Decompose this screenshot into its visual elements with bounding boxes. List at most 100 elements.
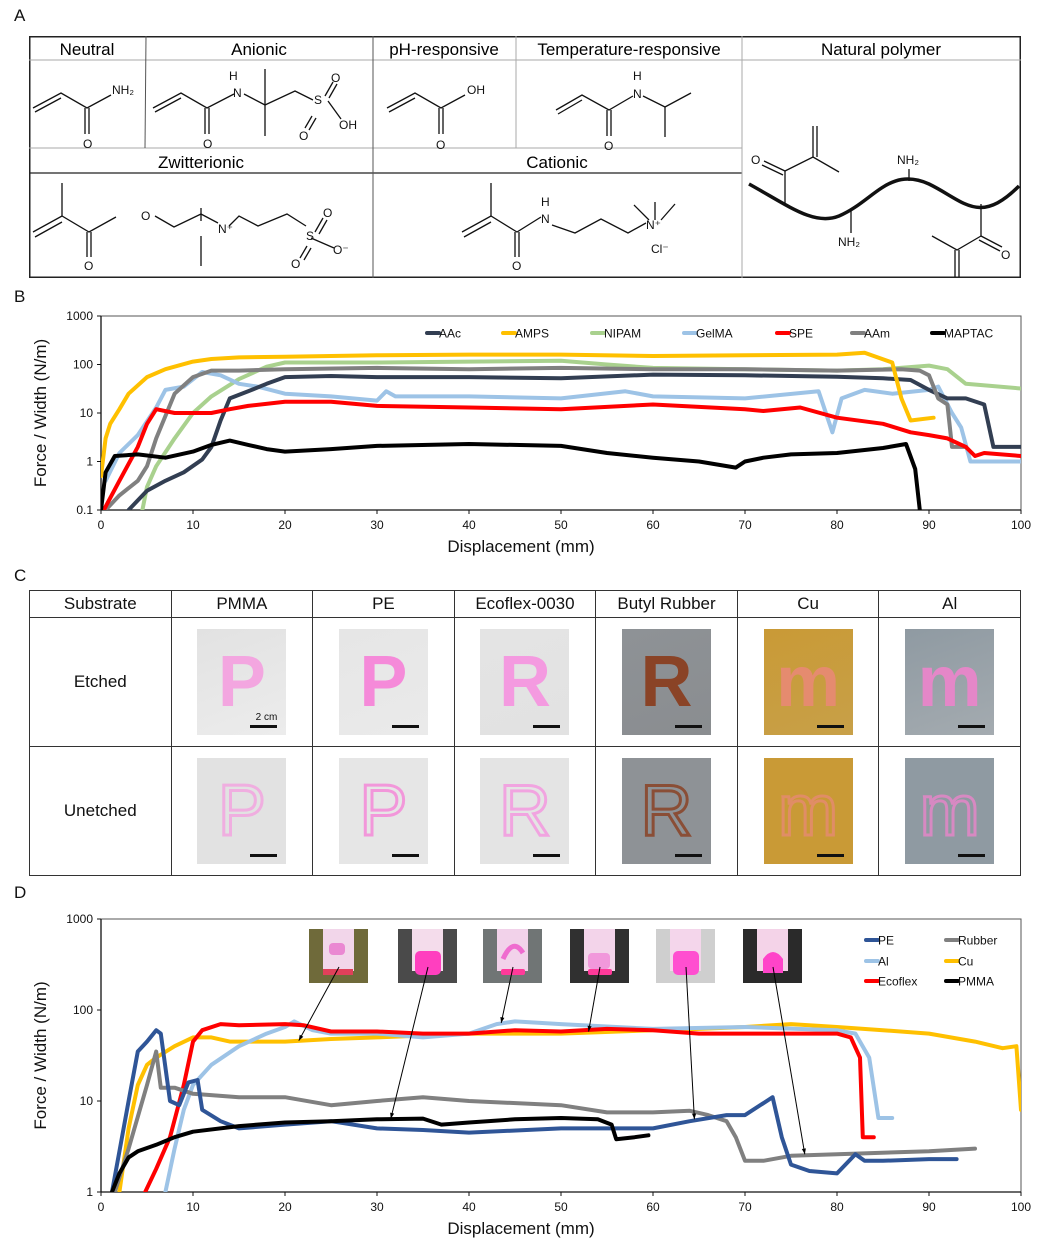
gel-droplet-pattern: m bbox=[918, 771, 981, 851]
inset-photo-2 bbox=[398, 929, 457, 983]
inset-photo-4 bbox=[570, 929, 629, 983]
x-tick-label: 60 bbox=[646, 518, 660, 532]
scale-bar bbox=[675, 725, 703, 728]
atom-label: N⁺ bbox=[646, 218, 661, 232]
atom-label: NH₂ bbox=[112, 83, 134, 97]
scale-bar-label: 2 cm bbox=[255, 712, 278, 723]
x-tick-label: 10 bbox=[186, 1200, 200, 1214]
x-tick-label: 100 bbox=[1011, 1200, 1031, 1214]
header-anionic: Anionic bbox=[231, 40, 287, 59]
series-line-spe bbox=[101, 399, 1021, 510]
inset-arrow bbox=[588, 966, 601, 1032]
x-tick-label: 80 bbox=[830, 518, 844, 532]
x-tick-label: 90 bbox=[922, 1200, 936, 1214]
inset-photo-3 bbox=[483, 929, 542, 983]
header-pmma: PMMA bbox=[170, 590, 314, 618]
atom-label: N bbox=[633, 87, 642, 101]
inset-arrow bbox=[685, 966, 695, 1120]
header-neutral: Neutral bbox=[60, 40, 115, 59]
atom-label: O bbox=[323, 206, 332, 220]
etched-photo-ecoflex-0030: R bbox=[480, 629, 570, 735]
inset-photo-1 bbox=[309, 929, 368, 983]
legend-label-ecoflex: Ecoflex bbox=[878, 975, 917, 989]
header-cu: Cu bbox=[736, 590, 880, 618]
photo-cell: m bbox=[878, 617, 1021, 747]
panel-label-d: D bbox=[14, 883, 27, 902]
x-tick-label: 90 bbox=[922, 518, 936, 532]
legend-label-rubber: Rubber bbox=[958, 934, 997, 948]
legend-label-spe: SPE bbox=[789, 327, 813, 341]
legend-label-maptac: MAPTAC bbox=[944, 327, 993, 341]
arrowhead bbox=[298, 1034, 304, 1041]
gel-droplet-pattern: R bbox=[497, 771, 552, 851]
inset-arrow bbox=[298, 966, 340, 1041]
scale-bar bbox=[391, 854, 419, 857]
x-tick-label: 10 bbox=[186, 518, 200, 532]
scale-bar bbox=[391, 725, 419, 728]
arrowhead bbox=[500, 1017, 505, 1023]
plot-area bbox=[100, 315, 1022, 511]
legend-label-cu: Cu bbox=[958, 955, 973, 969]
atom-label: O bbox=[436, 138, 445, 152]
x-tick-label: 100 bbox=[1011, 518, 1031, 532]
header-cationic: Cationic bbox=[526, 153, 588, 172]
gel-droplet-pattern: m bbox=[777, 771, 840, 851]
maptac-structure bbox=[461, 183, 676, 257]
atom-label: H bbox=[633, 69, 642, 83]
atom-label: OH bbox=[339, 118, 357, 132]
atom-label: O bbox=[604, 139, 613, 153]
x-tick-label: 30 bbox=[370, 518, 384, 532]
atom-label: N⁺ bbox=[218, 222, 233, 236]
header-ph-responsive: pH-responsive bbox=[389, 40, 499, 59]
y-tick-label: 1000 bbox=[66, 309, 93, 323]
monomer-structure-table: Neutral Anionic pH-responsive Temperatur… bbox=[29, 36, 1021, 278]
gel-letter: m bbox=[776, 642, 841, 722]
unetched-photo-al: m bbox=[905, 758, 995, 864]
photo-cell: P bbox=[312, 746, 455, 876]
x-tick-label: 80 bbox=[830, 1200, 844, 1214]
nipam-structure bbox=[555, 92, 692, 137]
atom-label: N bbox=[541, 212, 550, 226]
atom-label: O bbox=[331, 71, 340, 85]
gel-letter: P bbox=[217, 642, 266, 722]
x-tick-label: 40 bbox=[462, 1200, 476, 1214]
x-tick-label: 40 bbox=[462, 518, 476, 532]
x-axis-title: Displacement (mm) bbox=[447, 1219, 594, 1238]
etched-photo-pe: P bbox=[338, 629, 428, 735]
series-line-maptac bbox=[101, 438, 922, 510]
atom-label: NH₂ bbox=[897, 153, 919, 167]
gel-letter: m bbox=[917, 642, 982, 722]
sbma-structure bbox=[32, 183, 335, 266]
scale-bar bbox=[816, 854, 844, 857]
header-al: Al bbox=[878, 590, 1021, 618]
series-line-gelma bbox=[103, 370, 1021, 483]
scale-bar bbox=[958, 725, 986, 728]
x-tick-label: 50 bbox=[554, 518, 568, 532]
y-tick-label: 100 bbox=[73, 358, 93, 372]
panel-label-b: B bbox=[14, 287, 26, 306]
panel-label-a: A bbox=[14, 6, 26, 25]
acrylic-acid-structure bbox=[386, 92, 466, 134]
atom-label: O bbox=[1001, 248, 1010, 262]
col-divider bbox=[144, 36, 147, 149]
y-axis-title: Force / Width (N/m) bbox=[31, 981, 50, 1129]
atom-label: Cl⁻ bbox=[651, 242, 669, 256]
photo-cell: m bbox=[736, 617, 880, 747]
legend-label-gelma: GelMA bbox=[696, 327, 733, 341]
series-line-aam bbox=[103, 365, 968, 510]
series-line-rubber bbox=[112, 1049, 977, 1192]
scale-bar bbox=[816, 725, 844, 728]
x-axis-title: Displacement (mm) bbox=[447, 537, 594, 556]
arrowhead bbox=[692, 1113, 697, 1120]
y-tick-label: 1 bbox=[86, 1185, 93, 1199]
series-line-pe bbox=[110, 1028, 959, 1192]
legend-label-al: Al bbox=[878, 955, 889, 969]
x-tick-label: 30 bbox=[370, 1200, 384, 1214]
x-tick-label: 70 bbox=[738, 1200, 752, 1214]
unetched-photo-cu: m bbox=[763, 758, 853, 864]
gel-droplet-pattern: P bbox=[216, 771, 267, 851]
series-line-nipam bbox=[140, 358, 1021, 510]
legend-label-pmma: PMMA bbox=[958, 975, 994, 989]
arrowhead bbox=[587, 1025, 592, 1032]
scale-bar bbox=[533, 725, 561, 728]
